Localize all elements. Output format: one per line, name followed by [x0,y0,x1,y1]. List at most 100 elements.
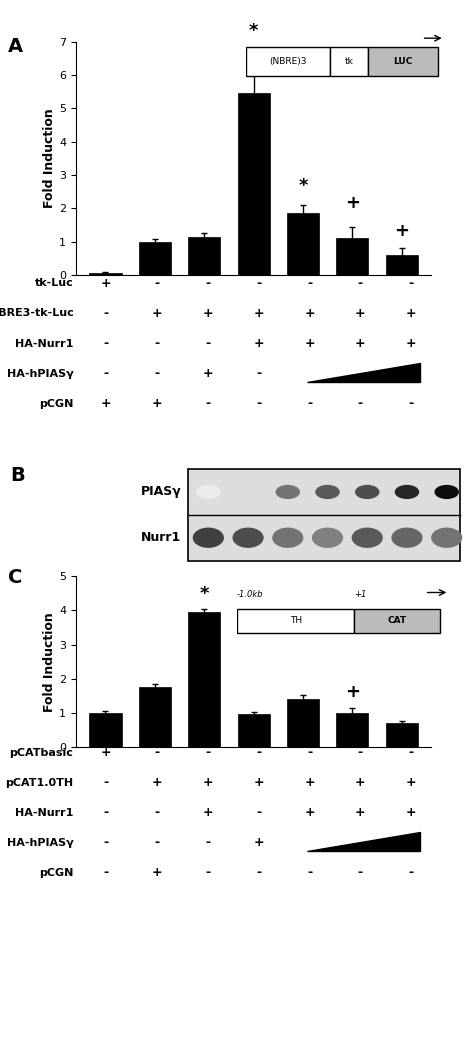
Bar [354,608,439,633]
Text: -: - [104,867,109,879]
Text: -: - [307,398,312,410]
Bar [237,714,270,747]
Text: +1: +1 [354,591,367,599]
Text: -: - [307,867,312,879]
Text: -: - [155,746,160,759]
Text: -: - [409,277,414,290]
Bar [139,242,171,275]
Y-axis label: Fold Induction: Fold Induction [43,611,56,712]
Text: +: + [202,807,213,819]
Bar [188,612,220,747]
Bar [237,93,270,275]
Ellipse shape [355,485,380,499]
Bar [287,699,319,747]
Text: *: * [298,177,308,195]
Text: +: + [101,746,111,759]
Text: *: * [249,22,258,39]
Bar [386,255,418,275]
Text: -: - [104,807,109,819]
Text: tk-Luc: tk-Luc [35,278,73,289]
Text: +: + [202,776,213,789]
Text: +: + [202,307,213,320]
Text: (NBRE)3: (NBRE)3 [270,57,307,66]
Text: -: - [358,746,363,759]
Text: -: - [155,807,160,819]
Text: +: + [101,398,111,410]
Text: -: - [205,867,210,879]
Text: -: - [358,867,363,879]
Text: -: - [307,746,312,759]
Text: +: + [101,277,111,290]
Text: -: - [256,367,261,380]
Bar [336,713,368,747]
Text: C: C [9,568,23,586]
Ellipse shape [392,527,422,548]
Bar [368,47,438,77]
Text: +: + [345,683,360,701]
Text: -: - [155,277,160,290]
Text: HA-Nurr1: HA-Nurr1 [15,338,73,349]
Ellipse shape [272,527,303,548]
Text: -: - [104,337,109,350]
Text: +: + [152,307,163,320]
Text: +: + [406,337,416,350]
Text: +: + [406,776,416,789]
Text: +: + [394,222,409,240]
Text: -: - [256,867,261,879]
Text: +: + [304,807,315,819]
Text: -: - [358,277,363,290]
Text: +: + [406,807,416,819]
Text: -: - [256,277,261,290]
Text: -: - [104,837,109,849]
Bar [90,273,121,275]
Text: +: + [254,337,264,350]
Text: B: B [10,466,25,485]
Text: A: A [9,36,23,56]
Text: +: + [152,867,163,879]
Text: HA-hPIASγ: HA-hPIASγ [7,838,73,848]
Text: -: - [104,307,109,320]
Text: -: - [358,398,363,410]
Y-axis label: Fold Induction: Fold Induction [43,108,56,209]
Text: -: - [104,367,109,380]
Text: pCGN: pCGN [39,399,73,409]
Text: HA-hPIASγ: HA-hPIASγ [7,368,73,379]
Text: +: + [304,776,315,789]
Text: -: - [155,367,160,380]
Text: -: - [256,746,261,759]
Text: tk: tk [345,57,354,66]
Text: +: + [406,307,416,320]
Bar [330,47,368,77]
Ellipse shape [352,527,383,548]
Bar [139,687,171,747]
Text: -: - [409,398,414,410]
Text: -: - [409,867,414,879]
Text: +: + [254,307,264,320]
Text: *: * [200,585,209,603]
Text: -1.0kb: -1.0kb [237,591,264,599]
Text: pCAT1.0TH: pCAT1.0TH [5,777,73,788]
Text: -: - [256,807,261,819]
Text: pCGN: pCGN [39,868,73,878]
Text: -: - [155,837,160,849]
Text: +: + [254,776,264,789]
Text: -: - [409,746,414,759]
Bar [188,469,460,561]
Text: -: - [155,337,160,350]
Text: +: + [152,776,163,789]
Text: Nurr1: Nurr1 [141,531,182,544]
Text: -: - [205,746,210,759]
Text: +: + [355,776,365,789]
Bar [188,237,220,275]
Text: +: + [355,807,365,819]
Bar [246,47,330,77]
Ellipse shape [315,485,340,499]
Text: -: - [205,398,210,410]
Ellipse shape [193,527,224,548]
Text: -: - [205,277,210,290]
Text: +: + [355,337,365,350]
Ellipse shape [232,527,264,548]
Text: +: + [304,307,315,320]
Bar [336,239,368,275]
Text: PIASγ: PIASγ [141,486,182,498]
